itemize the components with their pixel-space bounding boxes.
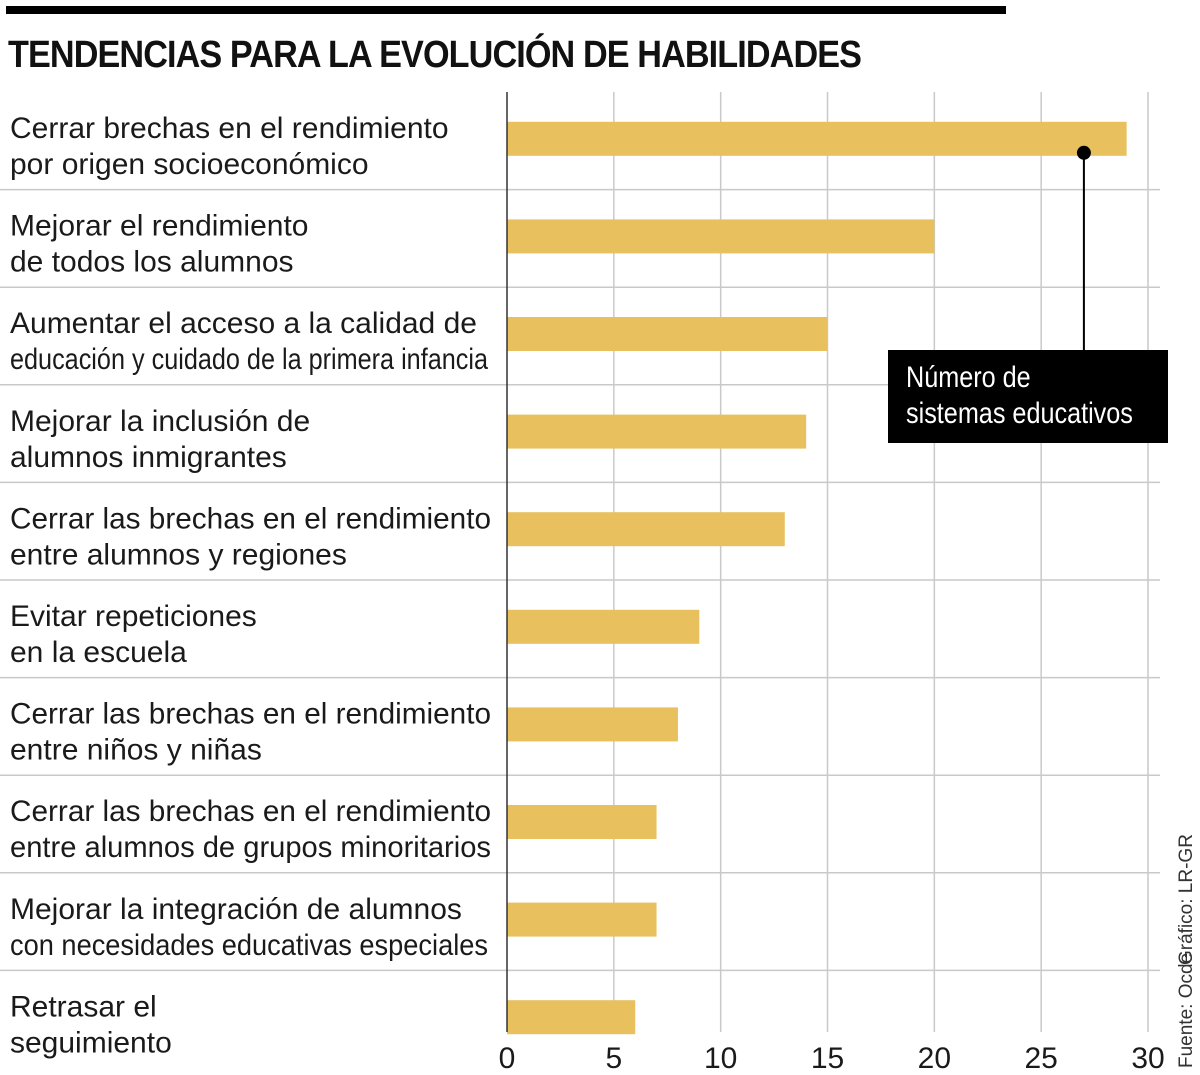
bar-2	[507, 219, 935, 254]
category-label-3: Aumentar el acceso a la calidad deeducac…	[10, 307, 488, 376]
category-label-line: en la escuela	[10, 636, 187, 669]
annotation-line-1: Número de	[906, 361, 1031, 394]
source-note: Fuente: Ocde	[1176, 952, 1197, 1068]
category-label-line: alumnos inmigrantes	[10, 441, 287, 474]
category-label-line: Mejorar la inclusión de	[10, 405, 310, 438]
bar-1	[507, 121, 1127, 156]
tick-label-25: 25	[1024, 1042, 1057, 1075]
bar-3	[507, 317, 828, 351]
category-label-line: Cerrar las brechas en el rendimiento	[10, 795, 491, 828]
annotation-box: Número de sistemas educativos	[888, 350, 1168, 443]
tick-label-20: 20	[918, 1042, 951, 1075]
category-label-line: con necesidades educativas especiales	[10, 929, 488, 962]
category-label-line: de todos los alumnos	[10, 246, 294, 279]
bar-4	[507, 414, 807, 449]
category-label-line: por origen socioeconómico	[10, 148, 369, 181]
bar-6	[507, 609, 700, 644]
credit-note: Gráfico: LR-GR	[1176, 834, 1197, 965]
category-label-line: entre alumnos y regiones	[10, 538, 347, 571]
row-separators	[0, 188, 1160, 972]
chart-title: TENDENCIAS PARA LA EVOLUCIÓN DE HABILIDA…	[8, 34, 862, 76]
top-rule	[6, 6, 1006, 14]
category-label-line: Cerrar las brechas en el rendimiento	[10, 502, 491, 535]
tick-label-10: 10	[704, 1042, 737, 1075]
annotation-line-2: sistemas educativos	[906, 397, 1133, 430]
category-label-line: Mejorar el rendimiento	[10, 210, 308, 243]
category-label-line: seguimiento	[10, 1026, 172, 1059]
bar-10	[507, 1000, 636, 1035]
category-label-line: Evitar repeticiones	[10, 600, 257, 633]
category-label-line: Retrasar el	[10, 990, 157, 1023]
category-label-line: Mejorar la integración de alumnos	[10, 893, 462, 926]
x-axis-ticks: 0 5 10 15 20 25 30	[499, 1042, 1165, 1075]
category-label-line: educación y cuidado de la primera infanc…	[10, 343, 488, 376]
bars	[506, 92, 1127, 1035]
category-label-8: Cerrar las brechas en el rendimientoentr…	[10, 795, 491, 864]
tick-label-0: 0	[499, 1042, 516, 1075]
category-label-line: entre niños y niñas	[10, 734, 262, 767]
category-label-line: Aumentar el acceso a la calidad de	[10, 307, 477, 340]
annotation-leader	[1076, 145, 1091, 352]
bar-8	[507, 805, 657, 839]
category-label-5: Cerrar las brechas en el rendimientoentr…	[10, 502, 491, 571]
category-label-line: Cerrar las brechas en el rendimiento	[10, 698, 491, 731]
bar-9	[507, 902, 657, 937]
category-label-line: entre alumnos de grupos minoritarios	[10, 831, 491, 864]
tick-label-15: 15	[811, 1042, 844, 1075]
category-label-line: Cerrar brechas en el rendimiento	[10, 112, 449, 145]
bar-5	[507, 512, 785, 547]
category-label-7: Cerrar las brechas en el rendimientoentr…	[10, 698, 491, 767]
annotation-marker-dot	[1076, 145, 1091, 160]
bar-7	[507, 707, 678, 742]
tick-label-5: 5	[605, 1042, 622, 1075]
tick-label-30: 30	[1131, 1042, 1164, 1075]
